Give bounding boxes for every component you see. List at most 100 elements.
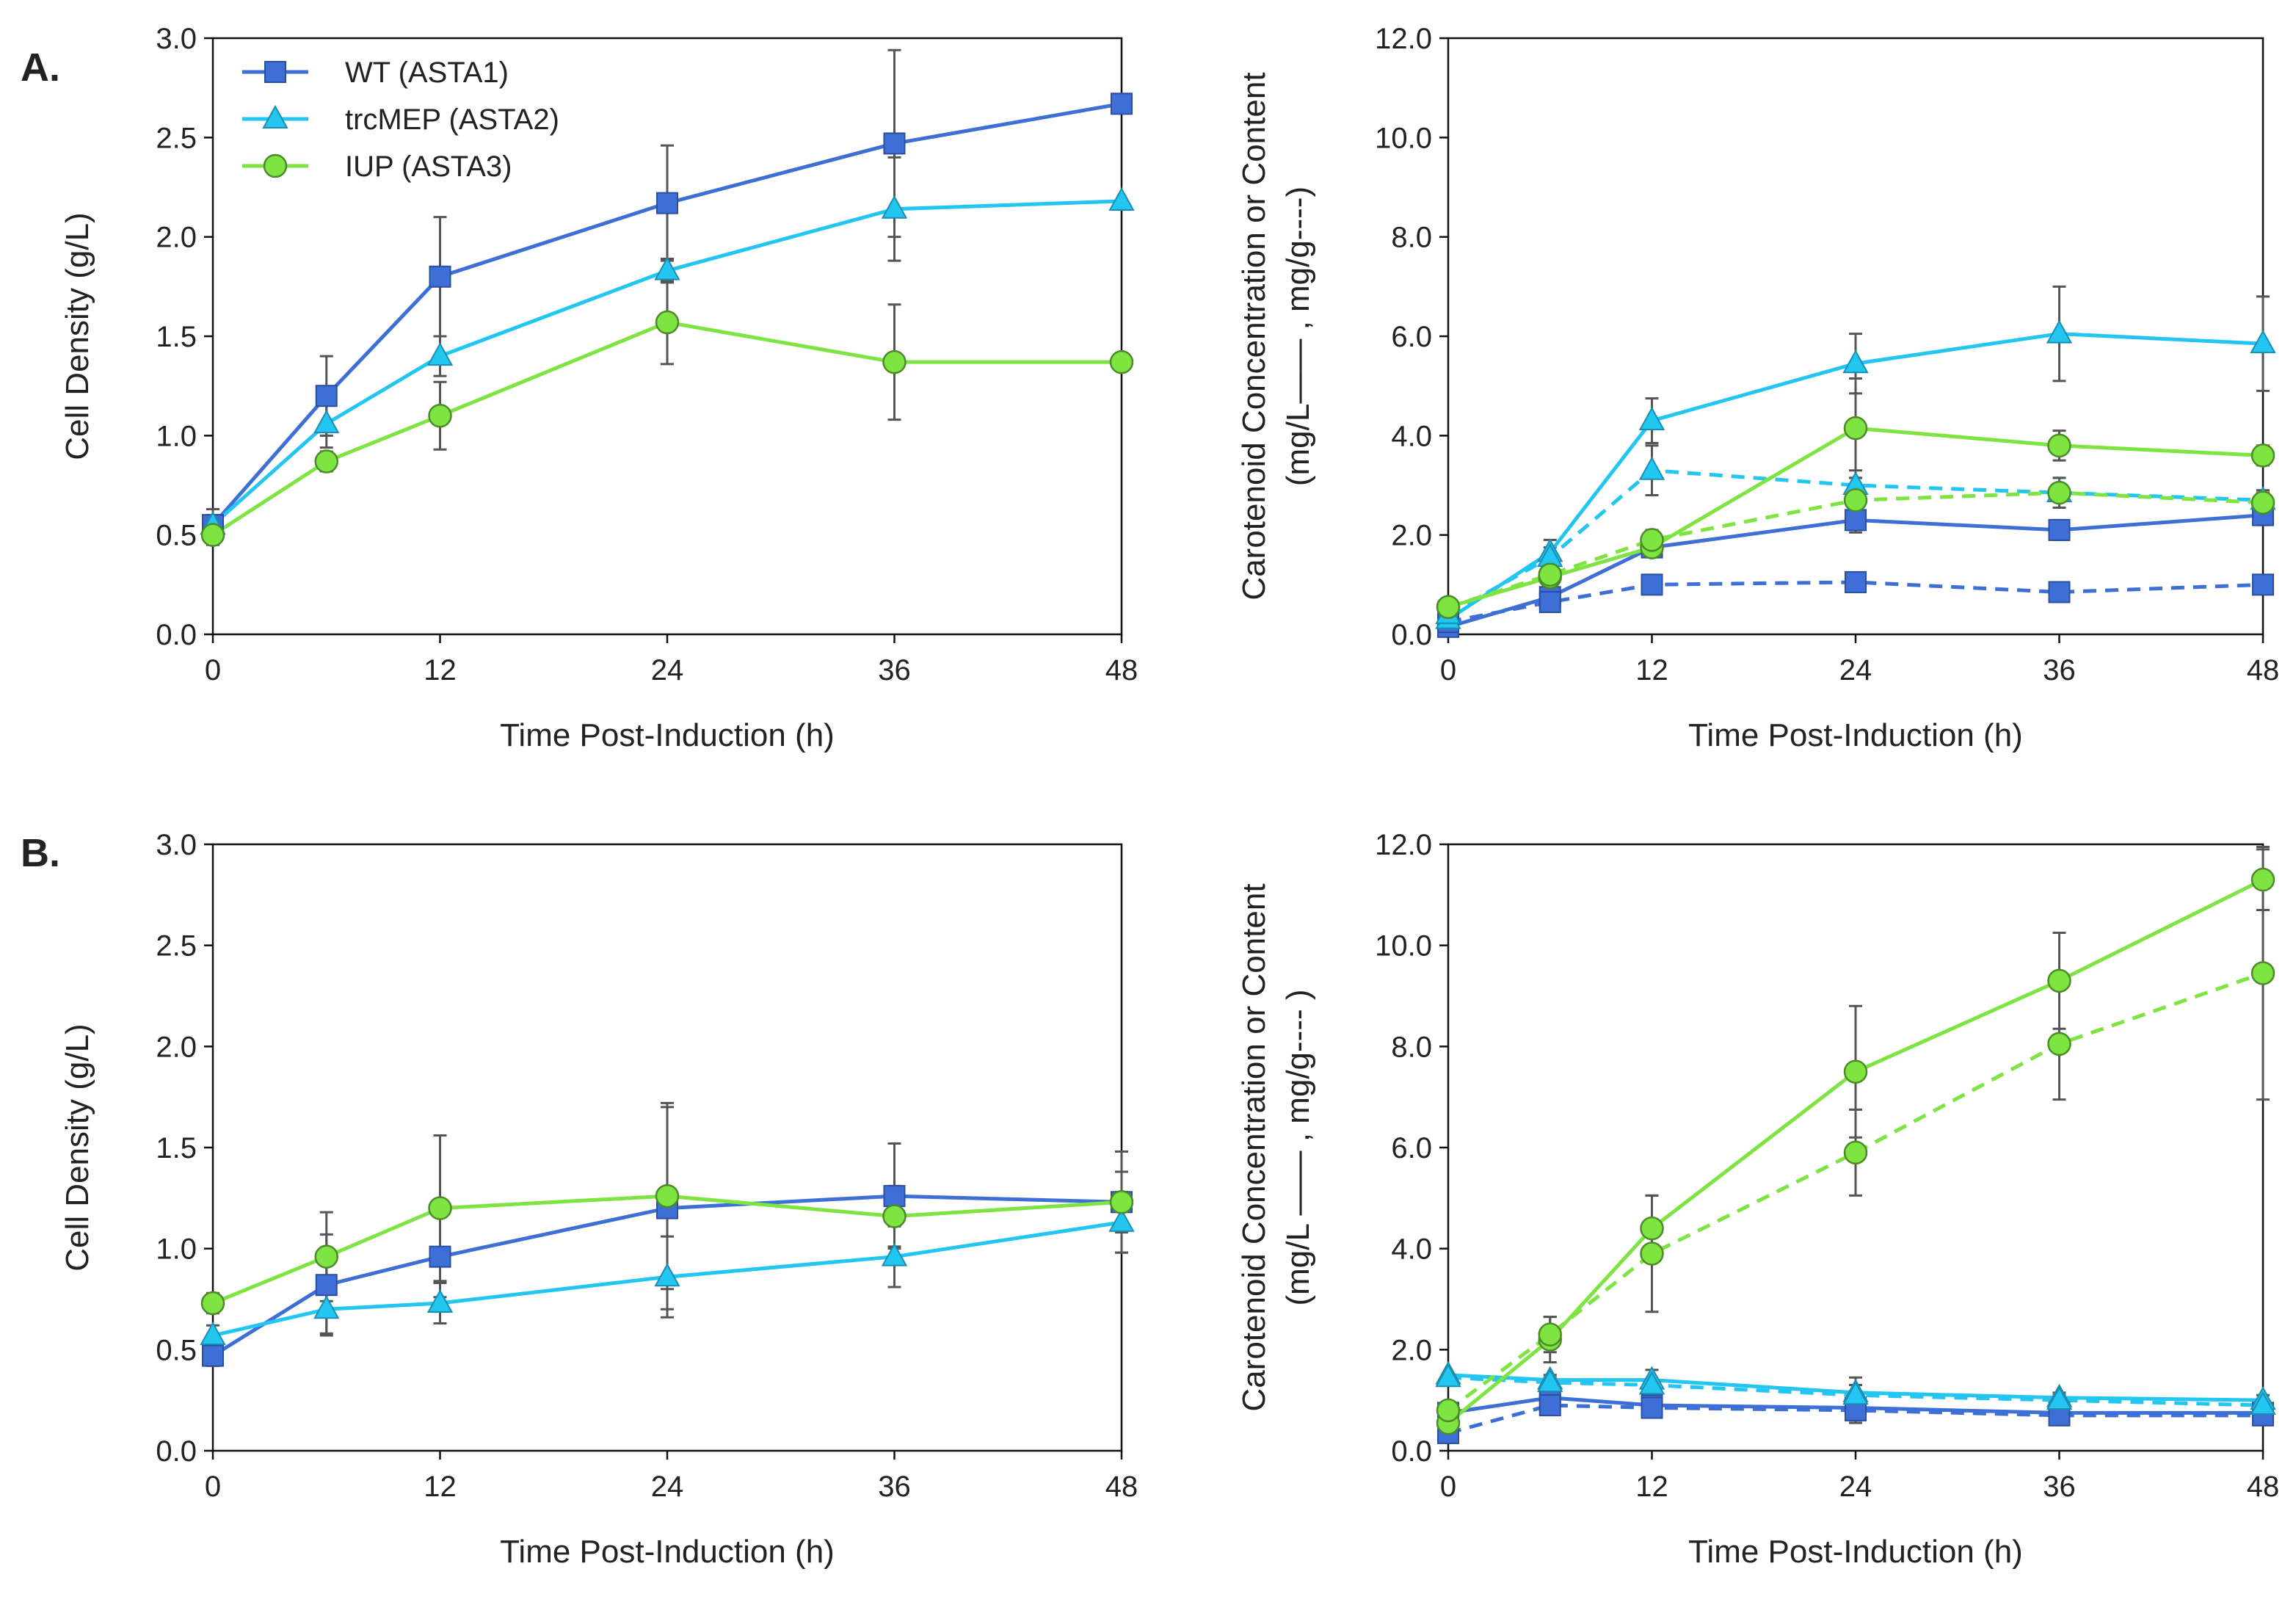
- series-line-iup-solid: [211, 320, 1122, 537]
- y-tick-label: 2.5: [156, 122, 197, 154]
- x-tick-label: 24: [651, 654, 684, 686]
- series-line-wt-solid: [1447, 513, 2264, 629]
- data-point-trcmep: [1435, 1363, 1461, 1388]
- legend: WT (ASTA1) trcMEP (ASTA2) IUP (ASTA3): [242, 57, 559, 183]
- y-tick-label: 4.0: [1391, 420, 1432, 452]
- data-point-iup: [314, 1244, 338, 1269]
- data-point-iup: [2047, 1032, 2071, 1056]
- series-line-trcmep-solid: [1447, 332, 2264, 621]
- data-point-iup: [1843, 1059, 1868, 1084]
- y-tick-label: 12.0: [1375, 829, 1432, 861]
- data-point-wt: [883, 132, 906, 155]
- legend-marker-trcmep: [262, 104, 288, 128]
- x-tick-label: 48: [2247, 654, 2280, 686]
- data-point-wt: [1538, 1394, 1561, 1417]
- data-point-trcmep: [313, 1295, 340, 1319]
- data-point-iup: [314, 449, 338, 474]
- x-tick-label: 48: [1105, 654, 1138, 686]
- y-tick-label: 3.0: [156, 23, 197, 55]
- x-tick-label: 0: [1440, 1471, 1456, 1503]
- y-tick-label: 0.0: [156, 619, 197, 651]
- data-point-trcmep: [2046, 1386, 2073, 1410]
- series-line-trcmep-solid: [212, 1220, 1122, 1338]
- data-point-wt: [202, 1344, 224, 1367]
- x-tick-label: 12: [1635, 1471, 1668, 1503]
- series-line-wt-dashed: [1447, 580, 2264, 624]
- data-point-trcmep: [881, 1242, 908, 1266]
- y-tick-label: 6.0: [1391, 1132, 1432, 1164]
- series-line-wt-solid: [211, 1194, 1122, 1358]
- series-line-trcmep-dashed: [1447, 468, 2264, 617]
- data-point-wt: [2252, 573, 2274, 596]
- x-tick-label: 24: [1839, 1471, 1872, 1503]
- y-tick-label: 0.0: [1391, 619, 1432, 651]
- data-point-iup: [1109, 349, 1134, 374]
- data-point-wt: [656, 192, 678, 214]
- data-point-iup: [1538, 1322, 1562, 1347]
- y-axis-subtitle: (mg/L —— , mg/g---- ): [1280, 989, 1316, 1305]
- y-tick-label: 1.0: [156, 420, 197, 452]
- data-point-iup: [2047, 433, 2071, 458]
- series-line-trcmep-solid: [1447, 1373, 2264, 1402]
- data-point-iup: [1538, 562, 1562, 587]
- data-point-iup: [882, 349, 907, 374]
- data-point-iup: [428, 404, 452, 428]
- x-axis-title: Time Post-Induction (h): [1688, 1534, 2023, 1570]
- data-point-wt: [1845, 570, 1867, 593]
- y-axis-title: Carotenoid Concentration or Content: [1236, 883, 1272, 1411]
- y-tick-label: 8.0: [1391, 1031, 1432, 1063]
- y-axis-title: Cell Density (g/L): [59, 1023, 95, 1271]
- data-point-iup: [200, 523, 225, 547]
- data-point-wt: [1845, 509, 1867, 532]
- legend-marker-wt: [264, 61, 286, 83]
- data-point-wt: [315, 1274, 338, 1297]
- data-point-trcmep: [1842, 349, 1869, 374]
- panel-label-b: B.: [21, 831, 60, 875]
- data-point-trcmep: [654, 1263, 680, 1287]
- y-tick-label: 12.0: [1375, 23, 1432, 55]
- data-point-trcmep: [1842, 1381, 1869, 1405]
- y-tick-label: 2.0: [1391, 1334, 1432, 1366]
- y-axis-subtitle: (mg/L—— , mg/g----): [1280, 186, 1316, 486]
- y-axis-title: Carotenoid Concentration or Content: [1236, 72, 1272, 600]
- x-axis-title: Time Post-Induction (h): [1688, 717, 2023, 753]
- data-point-iup: [882, 1204, 907, 1228]
- data-point-trcmep: [1108, 1208, 1135, 1232]
- data-point-iup: [2250, 961, 2275, 985]
- data-point-wt: [1641, 1396, 1663, 1419]
- data-point-iup: [1843, 1140, 1868, 1165]
- x-axis-title: Time Post-Induction (h): [500, 717, 835, 753]
- data-point-wt: [1641, 573, 1663, 596]
- series-line-wt-solid: [211, 101, 1122, 526]
- data-point-iup: [1843, 416, 1868, 441]
- data-point-wt: [315, 385, 338, 407]
- legend-label-iup: IUP (ASTA3): [345, 151, 512, 183]
- y-tick-label: 1.0: [156, 1233, 197, 1266]
- data-point-wt: [883, 1185, 906, 1208]
- x-tick-label: 0: [205, 654, 221, 686]
- series-line-trcmep-dashed: [1447, 1375, 2264, 1407]
- x-tick-label: 48: [1105, 1471, 1138, 1503]
- data-point-iup: [200, 1291, 225, 1316]
- data-point-wt: [2048, 518, 2071, 541]
- data-point-trcmep: [1108, 186, 1135, 211]
- chart-b-left: 0.0 0.5 1.0 1.5 2.0 2.5 3.0 0 12 24 36 48 Time Post-…: [59, 829, 1138, 1570]
- data-point-iup: [428, 1196, 452, 1220]
- data-point-iup: [2250, 490, 2275, 515]
- data-point-iup: [655, 310, 680, 335]
- y-tick-label: 0.5: [156, 520, 197, 552]
- y-tick-label: 8.0: [1391, 222, 1432, 254]
- x-tick-label: 12: [1635, 654, 1668, 686]
- data-point-iup: [1109, 1190, 1134, 1214]
- charts-layer: 0.0 0.5 1.0 1.5 2.0 2.5 3.0 0 12 24 36 48 Time Post-…: [59, 23, 2279, 1570]
- x-tick-label: 36: [878, 654, 911, 686]
- x-tick-label: 24: [651, 1471, 684, 1503]
- y-tick-label: 2.0: [156, 222, 197, 254]
- legend-label-wt: WT (ASTA1): [345, 57, 509, 89]
- data-point-iup: [1843, 488, 1868, 512]
- data-point-wt: [429, 265, 451, 288]
- data-point-trcmep: [2250, 1391, 2276, 1416]
- data-point-trcmep: [1638, 406, 1665, 431]
- data-point-iup: [1436, 595, 1461, 620]
